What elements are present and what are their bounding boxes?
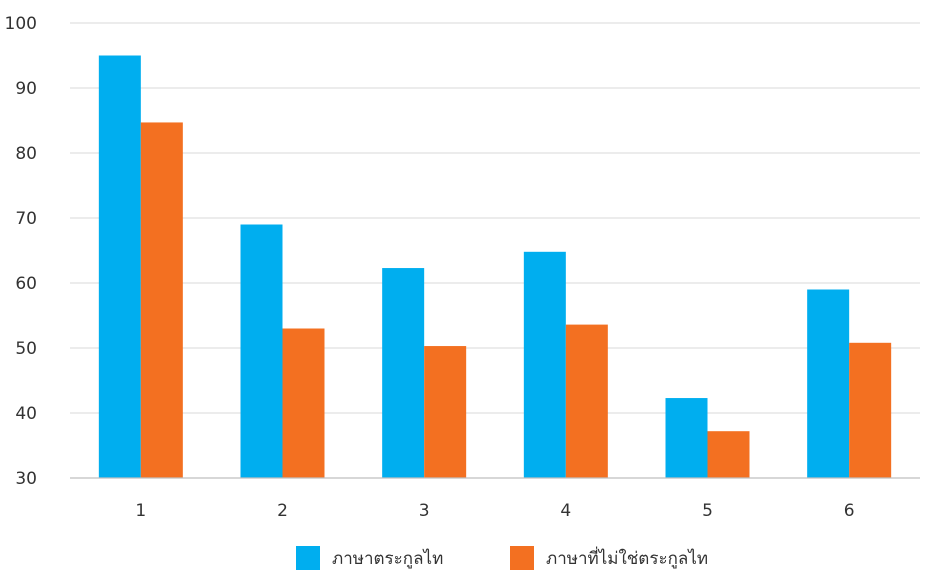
bar-series2-cat2 bbox=[282, 328, 325, 478]
legend-swatch bbox=[510, 546, 534, 570]
bar-series1-cat4 bbox=[523, 251, 566, 478]
y-tick-label: 50 bbox=[15, 339, 37, 359]
x-tick-label: 1 bbox=[135, 501, 146, 521]
y-tick-label: 80 bbox=[15, 144, 37, 164]
y-tick-label: 30 bbox=[15, 469, 37, 489]
legend-label: ภาษาตระกูลไท bbox=[332, 548, 443, 569]
x-tick-label: 3 bbox=[419, 501, 430, 521]
bar-series2-cat4 bbox=[565, 324, 608, 478]
legend-swatch bbox=[296, 546, 320, 570]
bar-series2-cat6 bbox=[849, 342, 892, 478]
y-tick-label: 100 bbox=[5, 14, 37, 34]
gridlines bbox=[70, 22, 920, 414]
bars bbox=[98, 55, 892, 478]
bar-series2-cat3 bbox=[424, 346, 467, 478]
bar-series1-cat5 bbox=[665, 398, 708, 478]
bar-series1-cat1 bbox=[98, 55, 141, 478]
legend: ภาษาตระกูลไท ภาษาที่ไม่ใช่ตระกูลไท bbox=[296, 546, 708, 570]
x-tick-label: 2 bbox=[277, 501, 288, 521]
x-axis-ticks: 1 2 3 4 5 6 bbox=[135, 501, 854, 521]
y-tick-label: 90 bbox=[15, 79, 37, 99]
x-tick-label: 4 bbox=[560, 501, 571, 521]
bar-series1-cat6 bbox=[807, 289, 850, 478]
y-axis-ticks: 30 40 50 60 70 80 90 100 bbox=[5, 14, 37, 489]
y-tick-label: 70 bbox=[15, 209, 37, 229]
bar-series1-cat2 bbox=[240, 224, 283, 478]
bar-series2-cat5 bbox=[707, 431, 750, 478]
y-tick-label: 40 bbox=[15, 404, 37, 424]
x-tick-label: 6 bbox=[844, 501, 855, 521]
legend-label: ภาษาที่ไม่ใช่ตระกูลไท bbox=[546, 546, 708, 569]
bar-series2-cat1 bbox=[140, 122, 183, 478]
x-tick-label: 5 bbox=[702, 501, 713, 521]
bar-series1-cat3 bbox=[382, 268, 425, 478]
y-tick-label: 60 bbox=[15, 274, 37, 294]
